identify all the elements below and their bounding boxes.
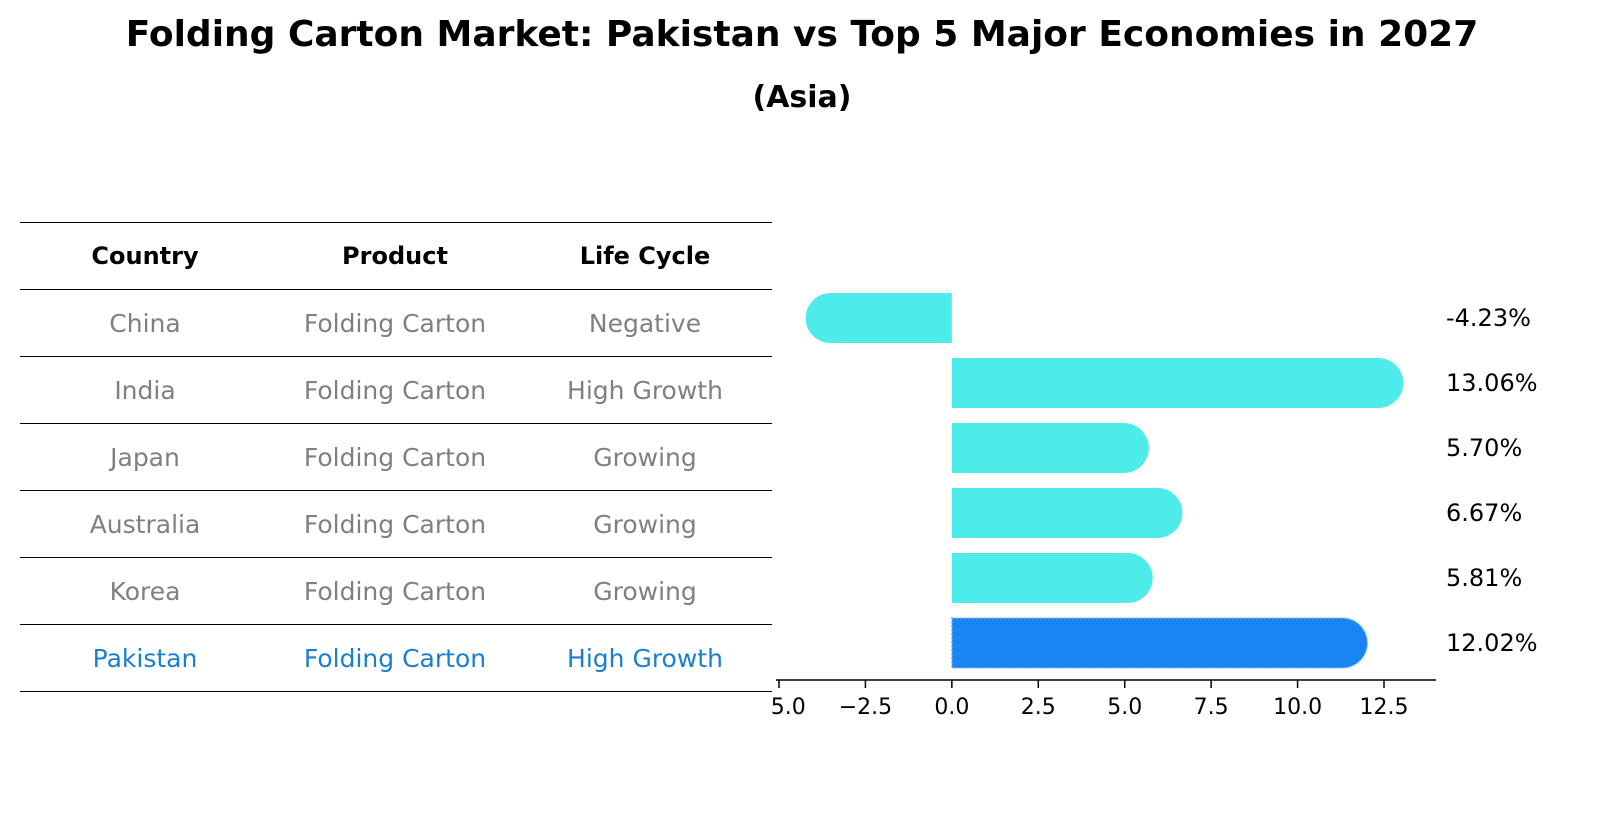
bar-chart: -4.23% 13.06% 5.70% 6.67% 5.81% 12.02% −5.0 −2.… [772, 293, 1538, 720]
cell-life-cycle: Negative [588, 308, 702, 338]
table-row: Korea Folding Carton Growing [20, 557, 772, 624]
cell-country: Korea [109, 576, 181, 606]
cell-life-cycle: High Growth [567, 643, 723, 673]
chart-title: Folding Carton Market: Pakistan vs Top 5… [125, 14, 1479, 55]
bar-india [951, 358, 1404, 408]
cell-life-cycle: Growing [593, 576, 697, 606]
cell-product: Folding Carton [303, 375, 487, 405]
table-row: Australia Folding Carton Growing [20, 490, 772, 557]
cell-product: Folding Carton [303, 509, 487, 539]
x-tick-label: 12.5 [1360, 695, 1409, 720]
x-tick-label: 0.0 [934, 695, 969, 720]
value-label: 6.67% [1446, 499, 1522, 527]
table-row: China Folding Carton Negative [20, 289, 772, 356]
x-tick-label: −2.5 [839, 695, 892, 720]
cell-life-cycle: High Growth [567, 375, 723, 405]
cell-country: India [114, 375, 176, 405]
cell-product: Folding Carton [303, 442, 487, 472]
x-tick-label: 7.5 [1194, 695, 1229, 720]
cell-life-cycle: Growing [593, 509, 697, 539]
data-table: Country Product Life Cycle China Folding… [20, 222, 772, 692]
table-row-highlight: Pakistan Folding Carton High Growth [20, 624, 772, 692]
header-life-cycle: Life Cycle [579, 242, 711, 270]
value-label: 5.81% [1446, 564, 1522, 592]
cell-country: Japan [110, 442, 180, 472]
x-tick-label: 5.0 [1107, 695, 1142, 720]
table-header-row: Country Product Life Cycle [20, 222, 772, 289]
bar-japan [951, 423, 1149, 473]
value-label: 13.06% [1446, 369, 1538, 397]
table-row: Japan Folding Carton Growing [20, 423, 772, 490]
x-tick-label: 2.5 [1021, 695, 1056, 720]
cell-life-cycle: Growing [593, 442, 697, 472]
bar-australia [951, 488, 1183, 538]
bar-korea [951, 553, 1153, 603]
cell-product: Folding Carton [303, 308, 487, 338]
value-label: 12.02% [1446, 629, 1538, 657]
chart-subtitle: (Asia) [752, 80, 852, 115]
cell-country: China [109, 308, 181, 338]
value-label: 5.70% [1446, 434, 1522, 462]
cell-product: Folding Carton [303, 576, 487, 606]
table-row: India Folding Carton High Growth [20, 356, 772, 423]
header-product: Product [342, 242, 448, 270]
x-tick-label: −5.0 [772, 695, 806, 720]
bar-pakistan [951, 617, 1369, 669]
cell-country: Pakistan [92, 643, 198, 673]
bar-china [805, 293, 952, 343]
value-label: -4.23% [1446, 304, 1531, 332]
cell-country: Australia [89, 509, 201, 539]
header-country: Country [91, 242, 199, 270]
cell-product: Folding Carton [303, 643, 487, 673]
x-tick-label: 10.0 [1273, 695, 1322, 720]
